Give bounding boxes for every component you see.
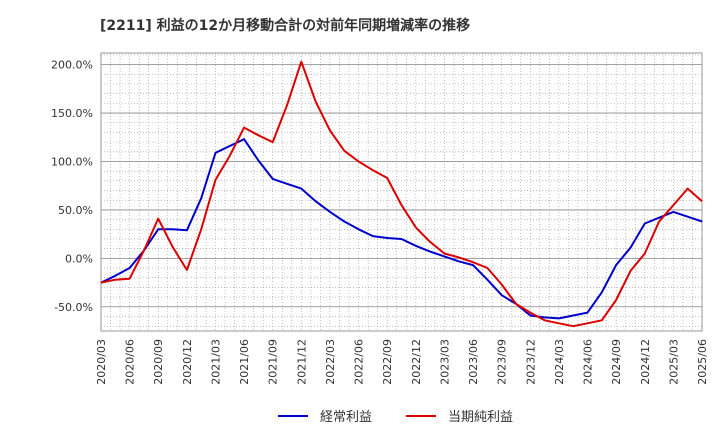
x-tick-label: 2020/06	[124, 339, 137, 385]
y-tick-label: 0.0%	[65, 252, 93, 265]
x-tick-label: 2020/09	[152, 339, 165, 385]
x-tick-label: 2023/03	[438, 339, 451, 385]
x-tick-label: 2022/03	[324, 339, 337, 385]
legend-label: 経常利益	[320, 410, 372, 425]
x-tick-label: 2021/12	[295, 339, 308, 385]
x-tick-label: 2022/12	[410, 339, 423, 385]
series-lines	[100, 60, 703, 328]
y-tick-label: 150.0%	[51, 107, 93, 120]
plot-frame	[100, 52, 703, 332]
y-tick-label: -50.0%	[54, 301, 93, 314]
y-tick-label: 100.0%	[51, 155, 93, 168]
x-tick-label: 2025/06	[696, 339, 709, 385]
x-tick-label: 2024/09	[610, 339, 623, 385]
x-tick-label: 2022/09	[381, 339, 394, 385]
chart-title: [2211] 利益の12か月移動合計の対前年同期増減率の推移	[100, 17, 470, 34]
x-tick-label: 2021/06	[238, 339, 251, 385]
x-tick-label: 2025/03	[667, 339, 680, 385]
x-tick-label: 2020/03	[95, 339, 108, 385]
x-tick-label: 2021/09	[267, 339, 280, 385]
x-tick-label: 2021/03	[209, 339, 222, 385]
x-tick-label: 2024/03	[553, 339, 566, 385]
x-tick-label: 2023/09	[496, 339, 509, 385]
grid	[100, 53, 703, 331]
x-axis: 2020/03 2020/06 2020/09 2020/12 2021/03 2021/…	[95, 339, 709, 385]
legend-label: 当期純利益	[448, 410, 513, 425]
y-tick-label: 50.0%	[58, 204, 93, 217]
x-tick-label: 2024/12	[639, 339, 652, 385]
series-line-toki-jun-rieki	[100, 60, 703, 328]
x-tick-label: 2022/06	[353, 339, 366, 385]
series-line-keijo-rieki	[100, 138, 703, 320]
x-tick-label: 2023/06	[467, 339, 480, 385]
x-tick-label: 2024/06	[582, 339, 595, 385]
legend: 経常利益 当期純利益	[278, 410, 513, 425]
y-axis: -50.0% 0.0% 50.0% 100.0% 150.0% 200.0%	[51, 59, 702, 314]
y-tick-label: 200.0%	[51, 59, 93, 72]
x-tick-label: 2023/12	[524, 339, 537, 385]
x-tick-label: 2020/12	[181, 339, 194, 385]
